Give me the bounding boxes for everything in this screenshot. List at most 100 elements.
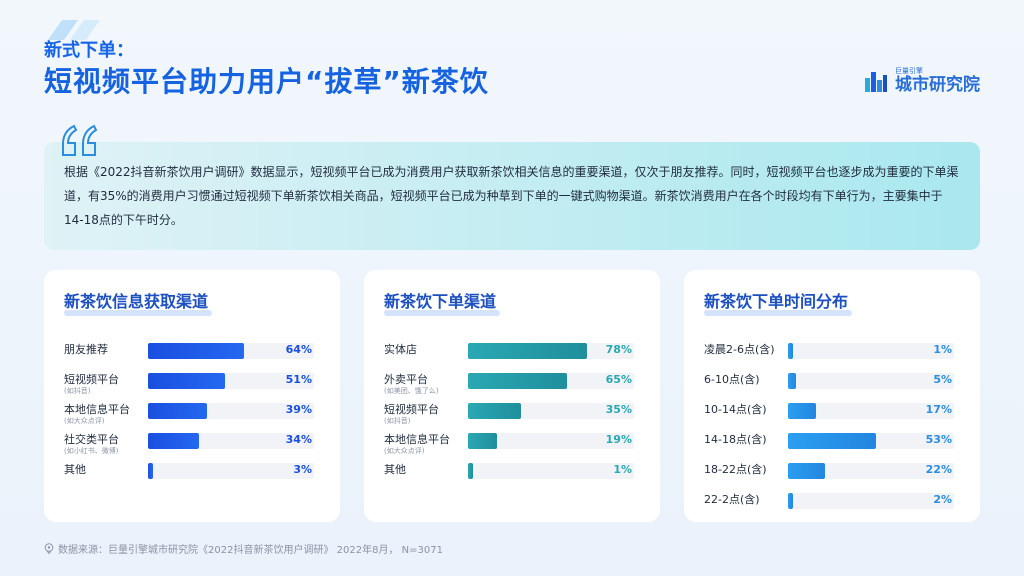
value-label: 5% (933, 373, 952, 386)
category-label: 22-2点(含) (704, 493, 760, 506)
bar-track (788, 433, 954, 449)
category-label: 外卖平台 (384, 373, 428, 386)
value-label: 35% (605, 403, 632, 416)
category-label: 其他 (64, 463, 86, 476)
quote-icon (62, 124, 98, 156)
category-label: 6-10点(含) (704, 373, 760, 386)
bar-track (788, 463, 954, 479)
category-label: 本地信息平台 (384, 433, 450, 446)
bar-row: 其他 1% (384, 460, 642, 482)
category-label: 凌晨2-6点(含) (704, 343, 775, 356)
category-note: (如抖音) (64, 387, 91, 395)
data-source-text: 数据来源：巨量引擎城市研究院《2022抖音新茶饮用户调研》 2022年8月， N… (58, 545, 443, 556)
category-label: 14-18点(含) (704, 433, 767, 446)
category-note: (如大众点评) (64, 417, 105, 425)
logo-subtext: 巨量引擎 (895, 67, 923, 75)
bar (788, 373, 797, 389)
chart-title: 新茶饮下单时间分布 (704, 288, 853, 316)
logo-text: 城市研究院 (895, 75, 980, 95)
category-label: 其他 (384, 463, 406, 476)
bar (468, 463, 473, 479)
bar (788, 493, 793, 509)
value-label: 78% (605, 343, 632, 356)
bar-row: 18-22点(含) 22% (704, 460, 962, 482)
bar-row: 本地信息平台 (如大众点评) 39% (64, 400, 322, 425)
bar (148, 463, 153, 479)
bar-row: 实体店 78% (384, 340, 642, 362)
chart-card-order-channels: 新茶饮下单渠道 实体店 78% 外卖平台 (如美团、饿了么) 65% 短视频平台 (如抖音)… (364, 270, 660, 522)
category-label: 社交类平台 (64, 433, 119, 446)
bar-track (468, 463, 634, 479)
category-label: 实体店 (384, 343, 417, 356)
value-label: 39% (285, 403, 312, 416)
bar-track (788, 373, 954, 389)
value-label: 22% (925, 463, 952, 476)
bar (788, 433, 876, 449)
value-label: 19% (605, 433, 632, 446)
bar-row: 6-10点(含) 5% (704, 370, 962, 392)
bar (148, 433, 199, 449)
category-note: (如美团、饿了么) (384, 387, 439, 395)
bar-row: 其他 3% (64, 460, 322, 482)
bar-track (788, 343, 954, 359)
bar-track (148, 343, 314, 359)
value-label: 64% (285, 343, 312, 356)
bar-row: 10-14点(含) 17% (704, 400, 962, 422)
title-decoration (48, 20, 100, 40)
value-label: 17% (925, 403, 952, 416)
bar (148, 343, 244, 359)
chart-title: 新茶饮下单渠道 (384, 288, 501, 316)
bar (788, 463, 825, 479)
bar-row: 短视频平台 (如抖音) 35% (384, 400, 642, 425)
value-label: 1% (613, 463, 632, 476)
category-note: (如小红书、微博) (64, 447, 119, 455)
bar-track (468, 373, 634, 389)
location-pin-icon (44, 543, 54, 554)
bar (788, 343, 793, 359)
category-note: (如抖音) (384, 417, 411, 425)
bar (148, 373, 225, 389)
bar-row: 22-2点(含) 2% (704, 490, 962, 512)
page-title: 短视频平台助力用户“拔草”新茶饮 (44, 65, 489, 98)
bar (788, 403, 817, 419)
bar (468, 373, 567, 389)
category-label: 短视频平台 (384, 403, 439, 416)
city-buildings-icon (865, 72, 887, 92)
bar-row: 社交类平台 (如小红书、微博) 34% (64, 430, 322, 455)
category-label: 朋友推荐 (64, 343, 108, 356)
bar-track (148, 433, 314, 449)
page-subtitle: 新式下单： (44, 40, 134, 61)
category-note: (如大众点评) (384, 447, 425, 455)
bar (468, 343, 587, 359)
chart-title: 新茶饮信息获取渠道 (64, 288, 213, 316)
bar-track (788, 493, 954, 509)
bar-track (468, 433, 634, 449)
data-source: 数据来源：巨量引擎城市研究院《2022抖音新茶饮用户调研》 2022年8月， N… (44, 541, 443, 556)
summary-box: 根据《2022抖音新茶饮用户调研》数据显示，短视频平台已成为消费用户获取新茶饮相… (44, 142, 980, 250)
bar-row: 14-18点(含) 53% (704, 430, 962, 452)
bar (468, 433, 497, 449)
bar (148, 403, 207, 419)
value-label: 34% (285, 433, 312, 446)
bar-row: 凌晨2-6点(含) 1% (704, 340, 962, 362)
brand-logo: 巨量引擎 城市研究院 (863, 68, 980, 94)
chart-card-order-time: 新茶饮下单时间分布 凌晨2-6点(含) 1% 6-10点(含) 5% 10-14点(含)… (684, 270, 980, 522)
category-label: 短视频平台 (64, 373, 119, 386)
chart-card-info-channels: 新茶饮信息获取渠道 朋友推荐 64% 短视频平台 (如抖音) 51% 本地信息平台 (如大众… (44, 270, 340, 522)
bar-track (468, 403, 634, 419)
bar (468, 403, 522, 419)
value-label: 1% (933, 343, 952, 356)
bar-track (148, 403, 314, 419)
category-label: 10-14点(含) (704, 403, 767, 416)
category-label: 18-22点(含) (704, 463, 767, 476)
bar-row: 本地信息平台 (如大众点评) 19% (384, 430, 642, 455)
bar-row: 外卖平台 (如美团、饿了么) 65% (384, 370, 642, 395)
bar-row: 短视频平台 (如抖音) 51% (64, 370, 322, 395)
bar-row: 朋友推荐 64% (64, 340, 322, 362)
category-label: 本地信息平台 (64, 403, 130, 416)
value-label: 53% (925, 433, 952, 446)
bar-track (148, 373, 314, 389)
value-label: 2% (933, 493, 952, 506)
value-label: 3% (293, 463, 312, 476)
bar-track (788, 403, 954, 419)
